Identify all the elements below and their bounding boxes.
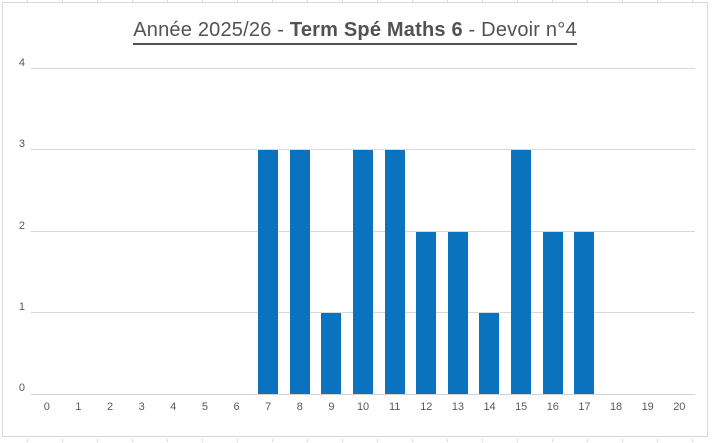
bar-x17[interactable]	[574, 231, 595, 394]
y-tick-label-1: 1	[18, 300, 25, 313]
bar-x10[interactable]	[353, 150, 373, 394]
x-tick-label-13: 13	[451, 401, 465, 413]
bar-x14[interactable]	[479, 312, 500, 394]
x-tick-label-7: 7	[265, 401, 272, 413]
y-axis: 0 1 2 3 4	[3, 57, 25, 394]
chart-title-suffix: - Devoir n°4	[462, 19, 577, 41]
x-tick-label-6: 6	[233, 401, 240, 413]
y-tick-label-2: 2	[18, 219, 25, 232]
x-tick-label-15: 15	[515, 401, 528, 413]
bar-x15[interactable]	[511, 150, 532, 394]
x-tick-label-18: 18	[609, 401, 623, 413]
x-tick-label-12: 12	[420, 401, 433, 413]
bar-x8[interactable]	[289, 150, 310, 394]
x-tick-label-19: 19	[641, 401, 654, 413]
x-axis-line	[31, 394, 695, 395]
bar-x12[interactable]	[416, 231, 437, 394]
y-tick-label-3: 3	[18, 138, 25, 151]
x-tick-label-20: 20	[673, 401, 686, 413]
x-tick-label-5: 5	[201, 401, 208, 413]
x-tick-label-2: 2	[107, 401, 114, 413]
y-tick-label-0: 0	[18, 382, 25, 394]
bar-x11[interactable]	[384, 150, 405, 394]
sheet-column-ticks-top	[0, 0, 713, 3]
chart-title[interactable]: Année 2025/26 - Term Spé Maths 6 - Devoi…	[3, 19, 707, 45]
x-tick-label-11: 11	[388, 401, 401, 413]
chart-title-bold: Term Spé Maths 6	[289, 19, 463, 41]
x-tick-label-16: 16	[546, 401, 559, 413]
chart-title-text: Année 2025/26 - Term Spé Maths 6 - Devoi…	[133, 19, 577, 45]
x-tick-label-9: 9	[328, 401, 335, 413]
bar-x16[interactable]	[542, 231, 563, 394]
plot-area[interactable]	[31, 68, 695, 395]
x-axis: 0 1 2 3 4 5 6 7 8 9 10 11 12 13 14 15 16 17 18 19 20	[31, 401, 695, 413]
y-tick-label-4: 4	[18, 57, 25, 69]
sheet-column-ticks-bottom	[0, 439, 713, 442]
bar-x7[interactable]	[258, 150, 279, 394]
x-tick-label-17: 17	[578, 401, 591, 413]
bar-x13[interactable]	[447, 231, 468, 394]
gridline-y-4	[31, 68, 695, 69]
x-tick-label-8: 8	[296, 401, 303, 413]
chart-title-prefix: Année 2025/26 -	[133, 19, 290, 41]
x-tick-label-10: 10	[356, 401, 370, 413]
x-tick-label-4: 4	[170, 401, 177, 413]
x-tick-label-1: 1	[75, 401, 82, 413]
x-tick-label-14: 14	[483, 401, 496, 413]
bar-x9[interactable]	[321, 312, 342, 394]
x-tick-label-0: 0	[43, 401, 50, 413]
gridline-y-3	[31, 149, 695, 151]
chart-frame[interactable]: Année 2025/26 - Term Spé Maths 6 - Devoi…	[2, 2, 708, 437]
x-tick-label-3: 3	[138, 401, 145, 413]
